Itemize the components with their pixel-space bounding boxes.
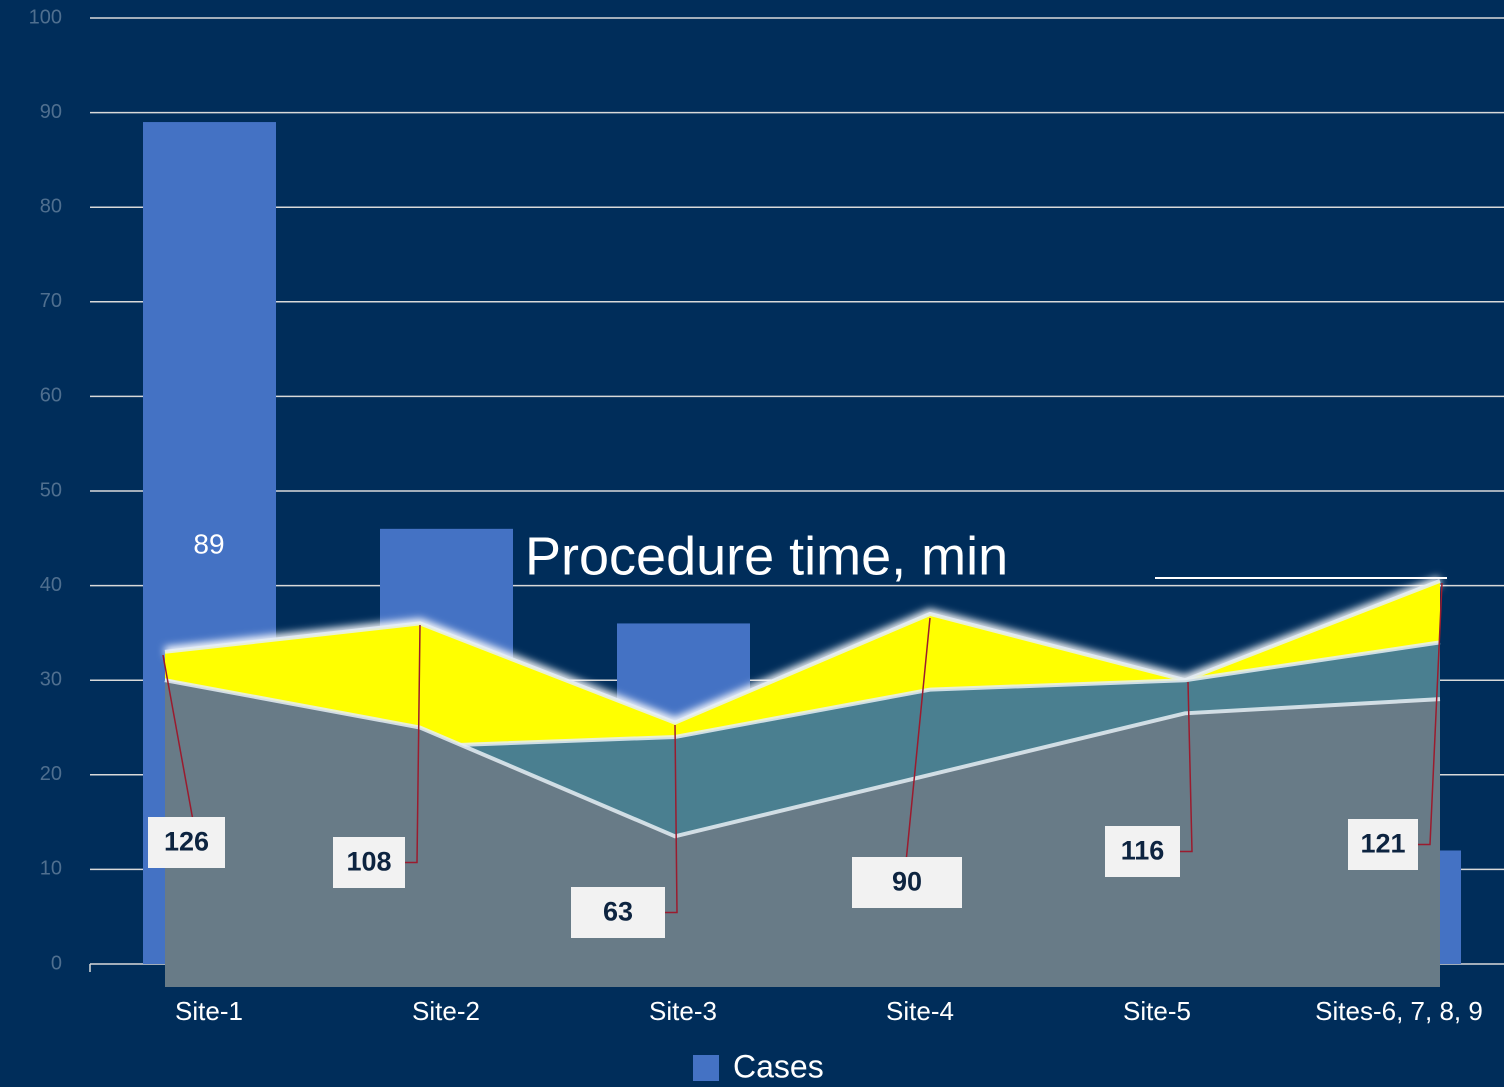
procedure-time-label: 126 [164,827,209,857]
legend-label: Cases [733,1048,824,1084]
data-label: 89 [193,528,224,559]
label-box [852,857,962,908]
y-tick-label: 0 [51,952,62,974]
y-tick-label: 90 [40,101,62,123]
area-edge [164,678,1441,839]
leader-line [1180,681,1193,853]
leader-line [665,724,678,914]
legend-swatch [693,1055,719,1081]
label-box [571,887,665,938]
y-tick-label: 50 [40,479,62,501]
procedure-time-label: 121 [1360,829,1405,859]
y-tick-label: 70 [40,290,62,312]
x-tick-label: Site-4 [886,996,954,1026]
label-box [1105,826,1180,877]
procedure-time-label: 90 [892,867,922,897]
label-box [1348,819,1418,870]
area-edge [164,579,1441,725]
procedure-time-label: 63 [603,897,633,927]
overlay-title: Procedure time, min [525,526,1008,586]
area [165,680,1440,987]
x-tick-label: Site-1 [175,996,243,1026]
procedure-time-label: 108 [346,847,391,877]
x-tick-label: Site-3 [649,996,717,1026]
y-tick-label: 30 [40,668,62,690]
leader-line [1418,582,1443,846]
leader-line [405,624,421,864]
y-tick-label: 100 [29,6,62,28]
x-tick-label: Site-2 [412,996,480,1026]
y-tick-label: 10 [40,858,62,880]
y-tick-label: 60 [40,385,62,407]
label-box [148,817,225,868]
x-tick-label: Site-5 [1123,996,1191,1026]
y-tick-label: 20 [40,763,62,785]
procedure-time-label: 116 [1121,836,1165,866]
y-tick-label: 80 [40,195,62,217]
x-tick-label: Sites-6, 7, 8, 9 [1315,996,1483,1026]
label-box [333,837,405,888]
y-tick-label: 40 [40,574,62,596]
